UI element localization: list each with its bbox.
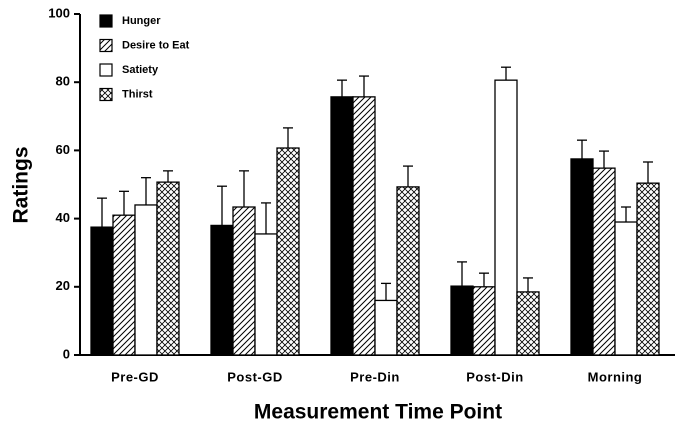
bar	[450, 285, 474, 356]
y-tick-label: 40	[56, 210, 70, 225]
x-axis-label: Measurement Time Point	[254, 401, 502, 424]
bar	[570, 158, 594, 356]
y-tick-label: 100	[48, 5, 70, 20]
legend-swatch	[99, 87, 113, 102]
bar	[494, 79, 518, 356]
bar	[374, 299, 398, 356]
x-tick-label: Pre-GD	[111, 369, 159, 384]
bar	[90, 226, 114, 356]
legend-label: Thirst	[122, 88, 153, 100]
legend-label: Desire to Eat	[122, 39, 190, 51]
bar	[636, 182, 660, 356]
bar	[396, 186, 420, 356]
y-axis-label: Ratings	[10, 146, 33, 223]
x-tick-label: Post-Din	[466, 369, 523, 384]
legend-label: Hunger	[122, 15, 161, 27]
bar	[112, 214, 136, 356]
y-tick-label: 0	[63, 346, 70, 361]
bar	[352, 96, 376, 356]
bar	[210, 224, 234, 356]
x-tick-label: Pre-Din	[350, 369, 400, 384]
x-tick-label: Morning	[588, 369, 643, 384]
legend-label: Satiety	[122, 64, 159, 76]
bar	[516, 291, 540, 356]
bar	[330, 96, 354, 356]
bar	[134, 204, 158, 356]
bar	[592, 167, 616, 356]
x-tick-label: Post-GD	[227, 369, 283, 384]
legend-swatch	[99, 14, 113, 28]
legend-swatch	[99, 38, 113, 53]
y-tick-label: 80	[56, 74, 70, 89]
bar	[614, 221, 638, 356]
legend-swatch	[99, 63, 113, 77]
bar	[156, 181, 180, 356]
y-tick-label: 20	[56, 278, 70, 293]
bar	[276, 147, 300, 356]
bar	[472, 286, 496, 356]
bar	[254, 233, 278, 356]
y-tick-label: 60	[56, 142, 70, 157]
bar	[232, 206, 256, 356]
